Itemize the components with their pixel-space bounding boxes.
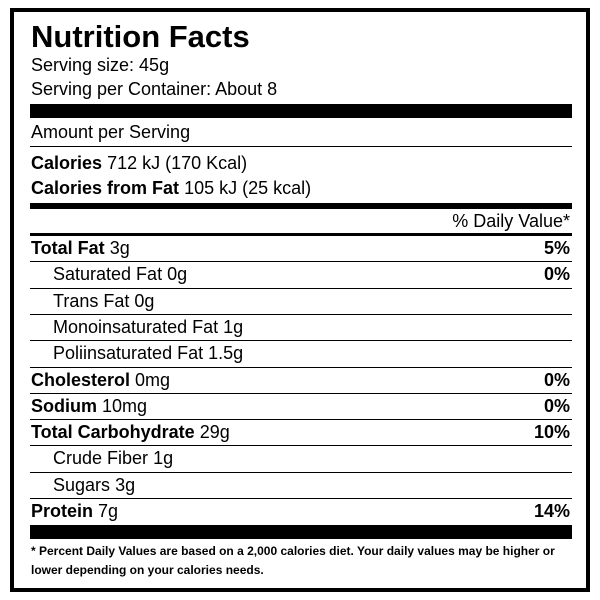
nutrient-name: Trans Fat (53, 290, 130, 311)
nutrient-name: Saturated Fat (53, 264, 163, 285)
nutrient-amount: 0g (134, 290, 155, 311)
thick-rule (30, 525, 572, 539)
nutrient-amount: 3g (109, 238, 130, 258)
footnote: * Percent Daily Values are based on a 2,… (31, 544, 555, 577)
daily-value: 0% (543, 395, 570, 416)
nutrient: Crude Fiber 1g (53, 447, 173, 469)
nutrient: Protein 7g (31, 500, 118, 522)
nutrient-amount: 1g (223, 316, 244, 337)
daily-value: 10% (533, 422, 570, 443)
rule (30, 146, 572, 147)
nutrient: Total Carbohydrate 29g (31, 421, 230, 443)
calories-from-fat: Calories from Fat 105 kJ (25 kcal) (31, 177, 311, 199)
nutrient-amount: 7g (98, 501, 119, 521)
calories: Calories 712 kJ (170 Kcal) (31, 152, 247, 174)
nutrient-name: Sugars (53, 474, 111, 495)
nutrient: Monoinsaturated Fat 1g (53, 316, 243, 338)
servings: Serving per Container: About 8 (31, 79, 278, 99)
rule (30, 498, 572, 499)
daily-value-header: % Daily Value* (452, 211, 570, 231)
frame (10, 8, 590, 592)
value: 105 kJ (25 kcal) (184, 178, 312, 198)
rule (30, 233, 572, 236)
nutrient-amount: 29g (199, 422, 230, 443)
nutrient-name: Poliinsaturated Fat (53, 343, 204, 364)
nutrient-name: Sodium (31, 395, 97, 416)
nutrient-name: Total Carbohydrate (31, 422, 195, 443)
rule (30, 340, 572, 342)
daily-value: 0% (543, 369, 570, 390)
medium-rule (30, 203, 572, 209)
daily-value: 14% (533, 501, 570, 521)
thick-rule (30, 104, 572, 118)
nutrient: Poliinsaturated Fat 1.5g (53, 342, 243, 364)
value: 712 kJ (170 Kcal) (107, 153, 248, 173)
nutrient-amount: 0g (167, 264, 188, 285)
nutrient-amount: 0mg (135, 369, 171, 390)
nutrient-name: Monoinsaturated Fat (53, 316, 219, 337)
serving-size: Serving size: 45g (31, 55, 170, 75)
nutrient: Trans Fat 0g (53, 290, 154, 312)
label: Calories from Fat (31, 178, 180, 198)
nutrient: Total Fat 3g (31, 237, 130, 259)
nutrient: Sodium 10mg (31, 395, 147, 417)
nutrient-amount: 1g (153, 448, 174, 469)
label: Calories (31, 153, 103, 173)
rule (30, 261, 572, 263)
nutrient-amount: 1.5g (208, 343, 244, 364)
amount-per-serving: Amount per Serving (31, 122, 191, 142)
nutrient-name: Crude Fiber (53, 448, 149, 469)
nutrient-name: Total Fat (31, 238, 105, 258)
nutrient: Sugars 3g (53, 474, 135, 496)
title: Nutrition Facts (31, 19, 250, 54)
rule (30, 392, 572, 394)
daily-value: 5% (543, 238, 570, 258)
rule (30, 287, 572, 289)
nutrient-name: Cholesterol (31, 369, 131, 390)
rule (30, 313, 572, 315)
nutrient-amount: 3g (115, 474, 136, 495)
nutrient-amount: 10mg (102, 395, 148, 416)
rule (30, 445, 572, 447)
nutrient: Saturated Fat 0g (53, 263, 187, 285)
nutrient-name: Protein (31, 501, 94, 521)
rule (30, 471, 572, 473)
nutrient: Cholesterol 0mg (31, 369, 170, 391)
rule (30, 419, 572, 421)
rule (30, 366, 572, 368)
daily-value: 0% (543, 264, 570, 285)
